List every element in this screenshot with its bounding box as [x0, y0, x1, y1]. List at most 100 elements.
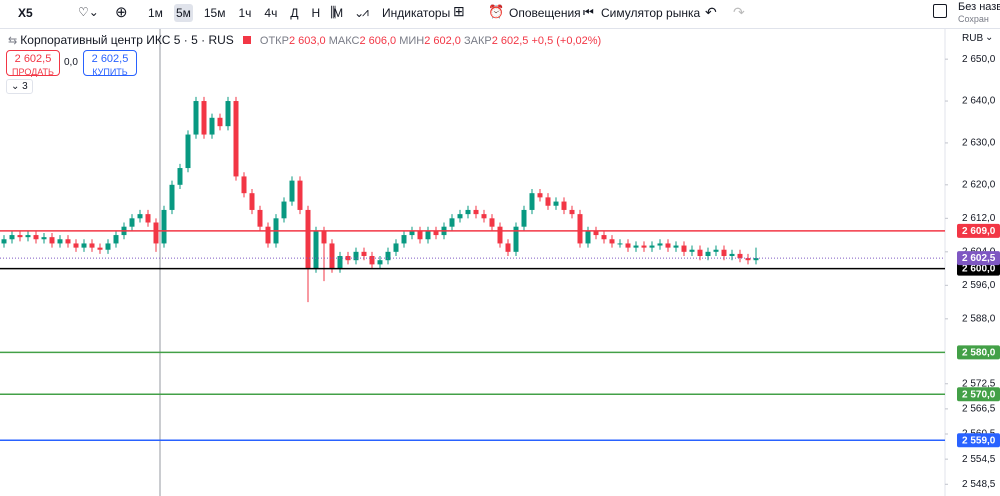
legend-label: МАКС — [328, 35, 360, 47]
buy-label: КУПИТЬ — [92, 67, 128, 77]
indicators-icon: ⩘ — [362, 5, 369, 19]
candle-body — [193, 101, 199, 135]
alerts-icon: ⏰ — [488, 4, 505, 19]
legend-label: МИН — [399, 35, 425, 47]
indicators-toggle[interactable]: ⌄ 3 — [6, 79, 33, 94]
candle-body — [105, 243, 111, 250]
sell-price: 2 602,5 — [14, 53, 52, 65]
templates[interactable]: ⊞ — [453, 3, 465, 19]
candle-body — [665, 243, 671, 248]
buy-button[interactable]: 2 602,5 КУПИТЬ — [83, 50, 137, 77]
candle-body — [65, 239, 71, 244]
candle-body — [265, 226, 271, 244]
sell-button[interactable]: 2 602,5 ПРОДАТЬ — [6, 50, 60, 77]
candle-body — [353, 251, 359, 261]
candle-body — [129, 218, 135, 227]
candle-body — [337, 256, 343, 269]
add-symbol[interactable]: ⊕ — [115, 4, 128, 21]
interval[interactable]: 1ч — [238, 6, 252, 20]
candle-body — [257, 209, 263, 227]
candle-body — [305, 209, 311, 269]
legend-value: 2 602,5 — [491, 35, 529, 47]
redo[interactable]: ↷ — [733, 4, 745, 20]
candle-body — [513, 226, 519, 252]
interval[interactable]: Д — [290, 6, 299, 20]
interval[interactable]: М — [333, 6, 344, 20]
candle-body — [217, 117, 223, 127]
candle-body — [625, 243, 631, 248]
indicators[interactable]: Индикаторы — [382, 6, 451, 20]
layout-status: Сохран — [958, 14, 989, 24]
price-tag — [957, 433, 1000, 448]
layout-name[interactable]: Без назв — [958, 1, 1000, 13]
y-tick-label: 2 588,0 — [962, 313, 996, 324]
candle-body — [649, 245, 655, 248]
interval-menu[interactable]: ⌄ — [354, 6, 365, 20]
undo[interactable]: ↶ — [705, 4, 717, 20]
toolbar: X5 ♡⌄ ⊕ 1м 5м 15м 1ч 4ч Д Н М ⌄ ⫼ ⩘ Индикаторы ⊞… — [0, 0, 1000, 29]
layout-icon[interactable] — [933, 4, 947, 18]
legend-icon: ⇆ — [8, 35, 18, 47]
candle-body — [137, 214, 143, 219]
candle-body — [425, 230, 431, 240]
candle-body — [505, 243, 511, 252]
candle-body — [729, 253, 735, 257]
alerts[interactable]: Оповещения — [509, 6, 581, 20]
candle-body — [569, 209, 575, 215]
interval[interactable]: 4ч — [264, 6, 278, 20]
candle-body — [433, 230, 439, 236]
price-tag-label: 2 600,0 — [962, 264, 996, 275]
legend-value: 2 602,0 — [424, 35, 461, 47]
y-tick-label: 2 548,5 — [962, 479, 996, 490]
legend-change: +0,5 (+0,02%) — [531, 35, 602, 47]
interval[interactable]: 15м — [203, 6, 226, 20]
interval[interactable]: Н — [311, 6, 321, 20]
currency-arrow: ⌄ — [985, 32, 994, 43]
candle-body — [609, 239, 615, 244]
candle-body — [641, 245, 647, 248]
candle-body — [289, 180, 295, 202]
symbol[interactable]: X5 — [18, 6, 33, 20]
candle-body — [689, 249, 695, 252]
candle-body — [161, 209, 167, 244]
candle-body — [401, 235, 407, 244]
candle-body — [281, 201, 287, 219]
candle-body — [25, 235, 31, 238]
legend-label: ОТКР — [259, 35, 289, 47]
candle-body — [721, 249, 727, 257]
candle-body — [153, 222, 159, 244]
sell-label: ПРОДАТЬ — [12, 67, 54, 77]
y-tick-label: 2 630,0 — [962, 138, 996, 149]
candle-body — [449, 218, 455, 227]
candle-body — [89, 243, 95, 248]
currency[interactable]: RUB — [962, 33, 984, 44]
favorites[interactable]: ♡⌄ — [78, 5, 99, 19]
price-tag-label: 2 570,0 — [962, 389, 996, 400]
candle-body — [481, 214, 487, 219]
y-tick-label: 2 640,0 — [962, 96, 996, 107]
candle-body — [697, 249, 703, 257]
candle-body — [81, 243, 87, 248]
candle-body — [241, 176, 247, 194]
candle-body — [185, 134, 191, 169]
candle-body — [713, 249, 719, 252]
candle-body — [417, 230, 423, 240]
candle-body — [497, 226, 503, 244]
y-tick-label: 2 650,0 — [962, 54, 996, 65]
candle-body — [225, 101, 231, 127]
replay[interactable]: Симулятор рынка — [601, 6, 701, 20]
chart-type[interactable]: ⫼ — [330, 4, 337, 20]
interval[interactable]: 5м — [173, 4, 193, 22]
instrument-name: Корпоративный центр ИКС 5 · 5 · RUS — [20, 33, 234, 47]
candle-body — [705, 251, 711, 257]
price-tag-label: 2 580,0 — [962, 347, 996, 358]
candle-body — [329, 243, 335, 269]
candle-body — [385, 251, 391, 261]
candle-body — [657, 243, 663, 246]
price-tag — [957, 223, 1000, 238]
candle-body — [585, 230, 591, 244]
candle-body — [73, 243, 79, 248]
interval[interactable]: 1м — [148, 6, 163, 20]
